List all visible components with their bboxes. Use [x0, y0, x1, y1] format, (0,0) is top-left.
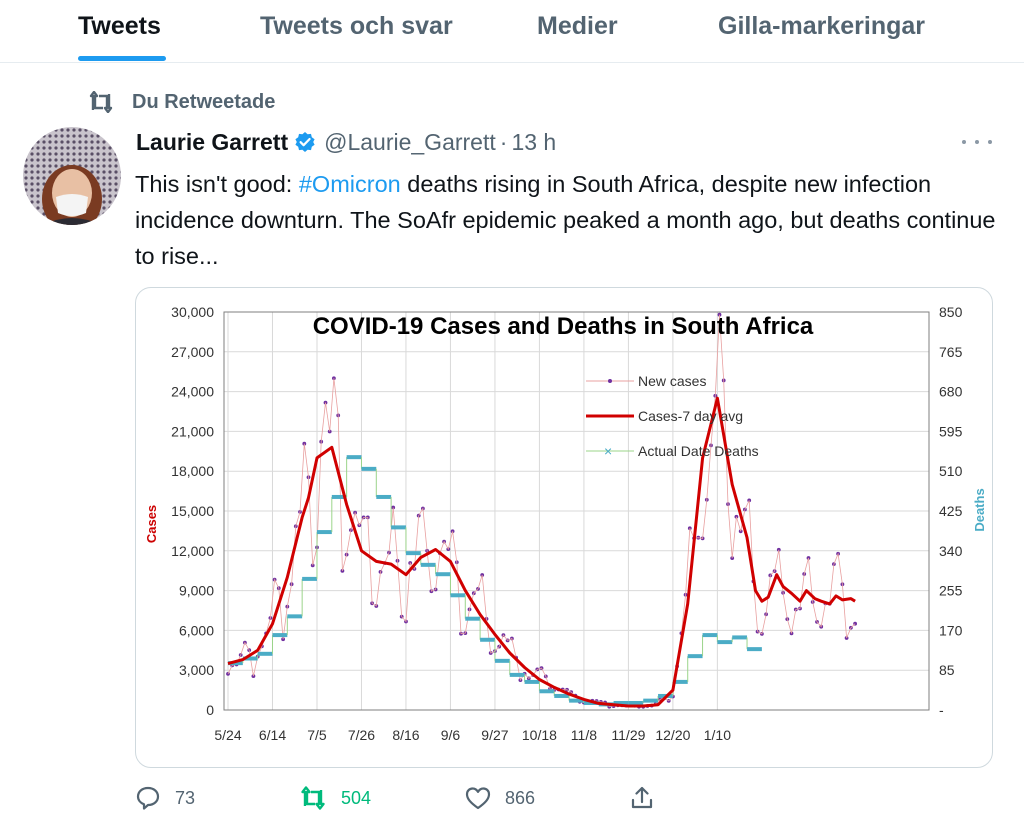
y-tick-label: 18,000: [171, 463, 214, 479]
plot-area: [223, 311, 930, 711]
legend-new-cases: New cases: [638, 373, 706, 389]
new-cases-point: [226, 672, 230, 676]
y-tick-label: 24,000: [171, 384, 214, 400]
y2-tick-label: 765: [939, 344, 963, 360]
chart-legend: New cases Cases-7 day avg × Actual Date …: [586, 373, 759, 459]
x-tick-label: 9/6: [441, 727, 461, 743]
avatar[interactable]: [23, 127, 121, 225]
tweet-time[interactable]: 13 h: [511, 128, 557, 155]
y2-tick-label: 340: [939, 543, 963, 559]
tweet-media-chart[interactable]: 0 3,000 6,000 9,000 12,000 15,000 18,000 21,000…: [135, 287, 993, 768]
chart-title: COVID-19 Cases and Deaths in South Afric…: [313, 313, 814, 340]
retweet-notice: Du Retweetade: [88, 88, 275, 116]
reply-button[interactable]: 73: [135, 782, 195, 814]
tweet-text: This isn't good: #Omicron deaths rising …: [135, 166, 1005, 274]
y2-tick-label: 850: [939, 304, 963, 320]
new-cases-line: [227, 314, 856, 708]
x-tick-label: 10/18: [522, 727, 557, 743]
avatar-image: [23, 127, 121, 225]
covid-chart: 0 3,000 6,000 9,000 12,000 15,000 18,000 21,000…: [144, 304, 987, 743]
x-tick-label: 9/27: [481, 727, 508, 743]
cases-7-day-avg-line: [227, 396, 856, 708]
reply-count: 73: [175, 787, 196, 808]
reply-icon: [136, 786, 160, 810]
y-tick-label: 15,000: [171, 503, 214, 519]
y-tick-label: 27,000: [171, 344, 214, 360]
x-tick-label: 11/29: [611, 727, 645, 743]
y2-axis-label: Deaths: [972, 488, 987, 531]
author-handle[interactable]: @Laurie_Garrett: [324, 128, 496, 155]
tab-media[interactable]: Medier: [537, 12, 618, 40]
y2-tick-label: -: [939, 702, 944, 718]
tweet-text-start: This isn't good:: [135, 171, 299, 197]
y2-tick-label: 510: [939, 463, 963, 479]
y-tick-label: 9,000: [179, 583, 214, 599]
y2-tick-label: 680: [939, 384, 963, 400]
x-tick-label: 6/14: [259, 727, 286, 743]
retweet-icon: [89, 91, 113, 113]
y-axis-label: Cases: [144, 505, 159, 543]
tweet-actions: 73 504 866: [135, 782, 655, 814]
y2-tick-label: 595: [939, 423, 963, 439]
retweet-button[interactable]: 504: [299, 782, 371, 814]
tweet-text-end: deaths rising in South Africa, despite n…: [135, 171, 996, 269]
y-tick-label: 6,000: [179, 622, 214, 638]
hashtag-link[interactable]: #Omicron: [298, 171, 401, 197]
retweet-count: 504: [341, 787, 372, 808]
profile-tabs: Tweets Tweets och svar Medier Gilla-mark…: [0, 0, 1024, 63]
author-name[interactable]: Laurie Garrett: [136, 128, 289, 155]
y2-tick-label: 170: [939, 622, 963, 638]
x-tick-label: 12/20: [655, 727, 690, 743]
y2-tick-label: 255: [939, 583, 963, 599]
x-tick-label: 7/26: [348, 727, 375, 743]
svg-text:×: ×: [604, 443, 612, 459]
y-tick-label: 0: [206, 702, 214, 718]
y-tick-label: 3,000: [179, 662, 214, 678]
y-tick-label: 21,000: [171, 423, 214, 439]
retweet-notice-label: Du Retweetade: [132, 90, 276, 113]
x-tick-label: 7/5: [307, 727, 327, 743]
y-tick-label: 30,000: [171, 304, 214, 320]
active-tab-indicator: [78, 56, 166, 61]
tab-likes[interactable]: Gilla-markeringar: [718, 12, 926, 40]
more-options-icon[interactable]: [962, 132, 992, 152]
verified-badge-icon: [294, 131, 316, 153]
x-tick-label: 5/24: [214, 727, 241, 743]
y-tick-label: 12,000: [171, 543, 214, 559]
tweet-header: Laurie Garrett @Laurie_Garrett · 13 h: [136, 126, 556, 158]
tab-tweets[interactable]: Tweets: [78, 12, 161, 40]
like-count: 866: [505, 787, 536, 808]
y2-tick-label: 425: [939, 503, 963, 519]
heart-icon: [465, 787, 491, 810]
share-icon: [631, 786, 653, 809]
share-button[interactable]: [629, 782, 669, 814]
like-button[interactable]: 866: [465, 782, 535, 814]
legend-cases-avg: Cases-7 day avg: [638, 408, 743, 424]
x-tick-label: 8/16: [392, 727, 419, 743]
y2-tick-label: 85: [939, 662, 955, 678]
x-tick-label: 1/10: [704, 727, 731, 743]
tab-tweets-and-replies[interactable]: Tweets och svar: [260, 12, 453, 40]
header-separator: ·: [499, 128, 508, 155]
retweet-active-icon: [301, 786, 325, 810]
legend-deaths: Actual Date Deaths: [638, 443, 759, 459]
x-tick-label: 11/8: [571, 727, 597, 743]
